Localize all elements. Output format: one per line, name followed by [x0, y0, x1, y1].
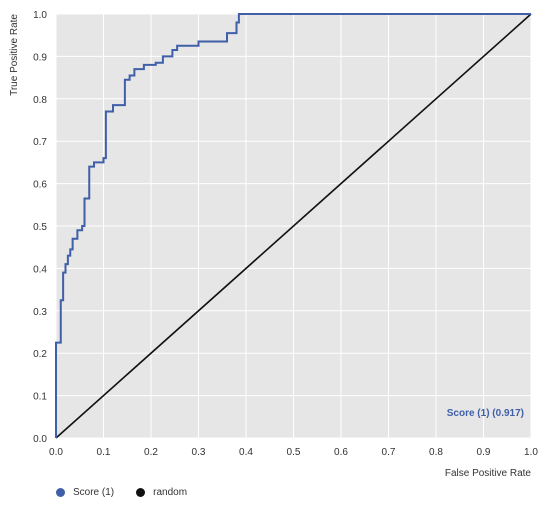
series-line-random: [55, 13, 532, 439]
y-tick-label: 0.2: [33, 349, 47, 360]
y-tick-label: 0.4: [33, 264, 47, 275]
legend: Score (1) random: [56, 487, 209, 498]
x-tick-label: 1.0: [524, 447, 538, 458]
series-line-score: [55, 13, 531, 438]
y-tick-labels: 0.0 0.1 0.2 0.3 0.4 0.5 0.6 0.7 0.8 0.9 1.0: [33, 10, 47, 445]
y-tick-label: 0.0: [33, 434, 47, 445]
x-tick-label: 0.6: [334, 447, 348, 458]
y-tick-label: 0.9: [33, 52, 47, 63]
x-tick-label: 0.4: [239, 447, 253, 458]
legend-label-score: Score (1): [73, 487, 115, 498]
legend-label-random: random: [153, 487, 188, 498]
y-tick-label: 0.6: [33, 180, 47, 191]
legend-marker-score: [56, 488, 65, 497]
series-lines: [55, 13, 532, 439]
legend-item-random[interactable]: random: [136, 487, 187, 498]
x-tick-label: 0.2: [144, 447, 158, 458]
y-tick-label: 0.3: [33, 307, 47, 318]
x-tick-label: 0.8: [429, 447, 443, 458]
x-axis-title: False Positive Rate: [445, 468, 532, 479]
y-axis-title: True Positive Rate: [9, 14, 20, 96]
y-tick-label: 0.1: [33, 392, 47, 403]
y-tick-label: 0.5: [33, 222, 47, 233]
x-tick-label: 0.9: [477, 447, 491, 458]
x-tick-label: 0.0: [49, 447, 63, 458]
x-tick-label: 0.3: [192, 447, 206, 458]
y-tick-label: 1.0: [33, 10, 47, 21]
legend-item-score[interactable]: Score (1): [56, 487, 114, 498]
legend-marker-random: [136, 488, 146, 497]
x-tick-label: 0.1: [97, 447, 111, 458]
x-tick-labels: 0.0 0.1 0.2 0.3 0.4 0.5 0.6 0.7 0.8 0.9 1.0: [49, 447, 538, 458]
auc-annotation: Score (1) (0.917): [447, 408, 524, 419]
y-tick-label: 0.7: [33, 137, 47, 148]
x-tick-label: 0.7: [382, 447, 396, 458]
x-tick-label: 0.5: [287, 447, 301, 458]
y-tick-label: 0.8: [33, 95, 47, 106]
